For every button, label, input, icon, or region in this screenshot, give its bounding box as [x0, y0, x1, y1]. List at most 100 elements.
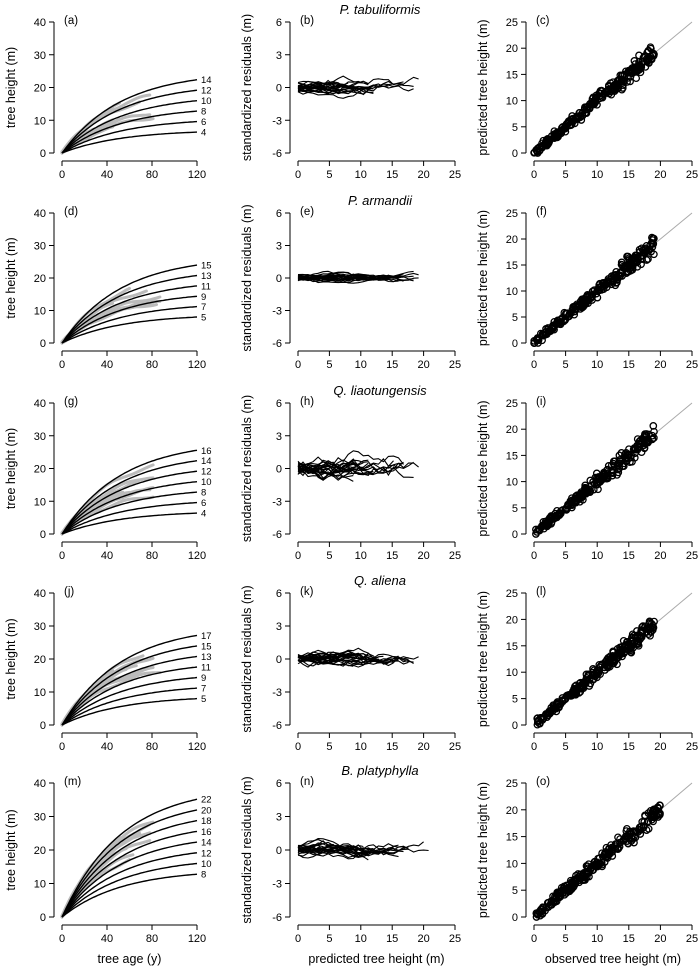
y-tick-label: 10	[506, 96, 518, 108]
y-tick-label: 30	[34, 621, 46, 633]
observation-point	[640, 444, 649, 453]
observation-point	[648, 236, 657, 244]
y-axis-title: predicted tree height (m)	[476, 19, 490, 155]
observation-point	[609, 278, 617, 286]
x-tick-label: 0	[59, 550, 65, 562]
observation-point	[625, 640, 634, 648]
site-index-curve	[61, 491, 198, 535]
observation-point	[575, 872, 583, 881]
observation-point	[549, 897, 558, 906]
y-tick-label: 10	[34, 496, 46, 508]
observation-point	[573, 491, 582, 500]
observation-point	[586, 488, 594, 497]
site-index-label: 12	[201, 848, 212, 859]
site-index-label: 8	[201, 107, 206, 118]
x-axis-title: predicted tree height (m)	[308, 952, 444, 966]
site-index-label: 10	[201, 477, 212, 488]
observation-point	[536, 329, 545, 338]
observation-point	[634, 640, 642, 649]
observation-point	[623, 837, 631, 845]
y-tick-label: 0	[40, 529, 46, 541]
x-tick-label: 25	[449, 933, 461, 945]
residual-trajectory	[297, 458, 399, 475]
observation-point	[596, 662, 605, 670]
x-tick-label: 120	[188, 741, 206, 753]
observation-point	[547, 703, 556, 712]
site-index-curve	[61, 470, 198, 535]
x-tick-label: 20	[417, 359, 429, 371]
observation-point	[556, 315, 565, 324]
site-index-label: 14	[201, 75, 212, 86]
y-axis-title: standardized residuals (m)	[240, 204, 254, 351]
site-index-label: 15	[201, 261, 212, 272]
residual-trajectory	[297, 467, 349, 481]
y-tick-label: -3	[272, 496, 282, 508]
y-tick-label: 10	[34, 306, 46, 318]
observation-point	[533, 720, 542, 729]
x-tick-label: 120	[188, 359, 206, 371]
residual-trajectory	[297, 460, 414, 478]
panel-label: (j)	[64, 586, 74, 598]
x-axis-title: tree age (y)	[98, 952, 162, 966]
observation-point	[650, 805, 659, 814]
x-tick-label: 120	[188, 550, 206, 562]
x-tick-label: 15	[386, 933, 398, 945]
observation-point	[614, 653, 622, 662]
observation-point	[638, 623, 646, 631]
site-index-label: 8	[201, 870, 206, 881]
observation-point	[648, 815, 656, 824]
observation-point	[536, 713, 545, 722]
observation-point	[650, 250, 658, 259]
observation-point	[650, 427, 658, 436]
x-tick-label: 0	[531, 933, 537, 945]
y-tick-label: 0	[40, 720, 46, 732]
height-age-panel: 0 40 80 120 0 10 20 30 40 tree height (m) (j) 57911…	[4, 586, 212, 753]
x-tick-label: 15	[386, 169, 398, 181]
site-index-label: 14	[201, 456, 212, 467]
x-tick-label: 80	[146, 933, 158, 945]
prediction-panel: 0 5 10 15 20 25 0 5 10 15 20 25 predicted tree heigh…	[476, 206, 698, 371]
x-tick-label: 5	[326, 359, 332, 371]
y-axis-title: tree height (m)	[4, 237, 18, 318]
prediction-panel: 0 5 10 15 20 25 0 5 10 15 20 25 predicted tree heigh…	[476, 15, 698, 181]
y-tick-label: 0	[276, 83, 282, 95]
site-index-label: 12	[201, 467, 212, 478]
species-title: Q. aliena	[354, 573, 406, 588]
site-index-curve	[61, 819, 198, 918]
observation-point	[560, 882, 569, 891]
y-tick-label: 3	[276, 621, 282, 633]
observation-point	[584, 869, 593, 877]
observation-point	[596, 89, 604, 98]
residual-trajectory	[297, 850, 389, 860]
observation-point	[595, 281, 604, 289]
site-index-curve	[61, 841, 198, 918]
x-tick-label: 80	[146, 741, 158, 753]
x-axis-title: observed tree height (m)	[545, 952, 681, 966]
observation-point	[582, 673, 591, 682]
y-tick-label: 30	[34, 50, 46, 62]
observation-point	[572, 871, 580, 880]
site-index-label: 9	[201, 292, 206, 303]
y-tick-label: 0	[276, 273, 282, 285]
x-tick-label: 25	[686, 359, 698, 371]
observation-point	[535, 146, 544, 155]
site-index-label: 10	[201, 859, 212, 870]
x-tick-label: 0	[295, 550, 301, 562]
site-index-curve	[61, 873, 198, 918]
y-tick-label: 5	[512, 503, 518, 515]
y-tick-label: 20	[34, 273, 46, 285]
observation-point	[636, 826, 645, 834]
site-index-curve	[61, 634, 198, 726]
observation-point	[624, 68, 632, 77]
x-tick-label: 0	[59, 741, 65, 753]
y-tick-label: -6	[272, 912, 282, 924]
observation-point	[587, 481, 596, 490]
site-index-curve	[61, 449, 198, 535]
residual-trajectory	[297, 656, 409, 666]
observation-point	[592, 289, 601, 298]
observation-point	[583, 291, 592, 299]
panel-label: (b)	[300, 15, 314, 27]
observation-point	[621, 263, 630, 272]
